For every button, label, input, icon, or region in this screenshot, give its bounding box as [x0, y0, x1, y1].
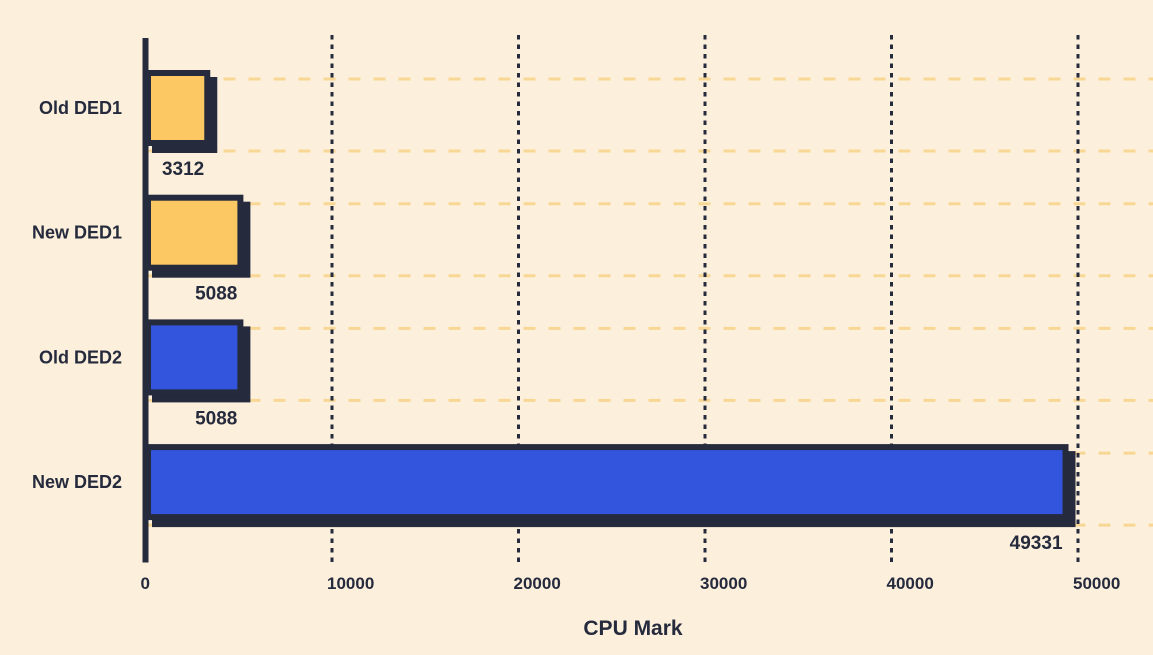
bar-new-ded2 [145, 444, 1069, 521]
bar-old-ded1 [145, 70, 211, 146]
category-label-new-ded1: New DED1 [32, 223, 122, 243]
x-tick-label-10000: 10000 [327, 574, 374, 593]
category-label-old-ded2: Old DED2 [39, 347, 122, 367]
x-tick-label-30000: 30000 [700, 574, 747, 593]
bar-value-label-new-ded2: 49331 [1010, 533, 1063, 554]
bar-value-label-old-ded1: 3312 [162, 159, 204, 180]
bars [145, 70, 1076, 528]
labels: Old DED1 New DED1 Old DED2 New DED2 3312 5088… [32, 98, 1120, 593]
bar-new-ded1 [145, 194, 244, 271]
x-tick-label-50000: 50000 [1073, 574, 1120, 593]
bar-value-label-new-ded1: 5088 [195, 284, 237, 305]
category-label-old-ded1: Old DED1 [39, 98, 122, 118]
x-tick-label-0: 0 [141, 574, 150, 593]
x-axis-title: CPU Mark [583, 617, 683, 640]
x-tick-label-40000: 40000 [887, 574, 934, 593]
x-tick-label-20000: 20000 [514, 574, 561, 593]
bar-old-ded2 [145, 319, 244, 396]
category-label-new-ded2: New DED2 [32, 472, 122, 492]
bar-value-label-old-ded2: 5088 [195, 408, 237, 429]
